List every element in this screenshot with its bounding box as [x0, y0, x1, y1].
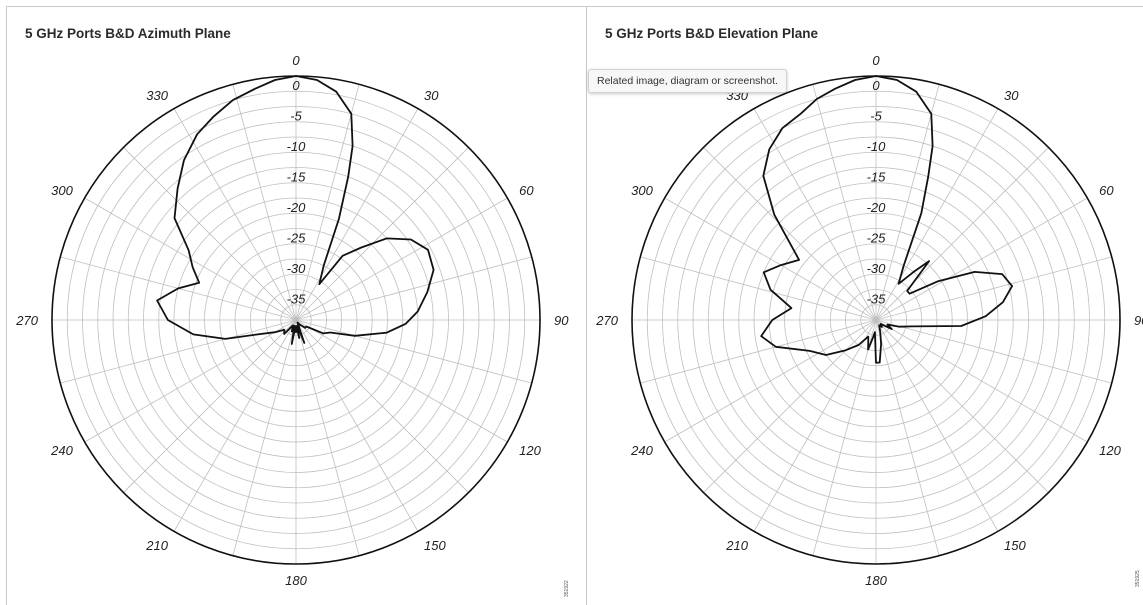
radiation-pattern-trace	[156, 75, 435, 345]
radial-tick-label: -5	[290, 109, 302, 124]
grid-spoke	[60, 319, 297, 384]
elevation-title: 5 GHz Ports B&D Elevation Plane	[605, 26, 819, 41]
angular-tick-label: 270	[595, 313, 618, 328]
azimuth-figure-id: 351922	[564, 580, 570, 597]
grid-spoke	[295, 84, 360, 321]
grid-spoke	[875, 108, 999, 321]
angular-tick-label: 330	[146, 88, 168, 103]
panel-divider	[586, 6, 587, 605]
figure-frame	[6, 6, 1143, 605]
radial-tick-label: 0	[292, 78, 300, 93]
elevation-panel: 5 GHz Ports B&D Elevation Plane 0 -5 -10 -1…	[587, 7, 1143, 605]
grid-spoke	[295, 319, 419, 532]
radial-tick-label: -35	[867, 292, 887, 307]
angular-tick-label: 60	[519, 183, 534, 198]
grid-spoke	[875, 197, 1088, 321]
grid-spoke	[875, 319, 999, 532]
angular-tick-label: 300	[51, 183, 73, 198]
grid-spoke	[295, 256, 532, 321]
grid-spoke	[640, 319, 877, 384]
angular-tick-label: 0	[872, 53, 880, 68]
grid-spoke	[84, 319, 297, 443]
radial-tick-label: -5	[870, 109, 882, 124]
radial-tick-label: -35	[287, 292, 307, 307]
angular-tick-label: 150	[424, 538, 446, 553]
grid-spoke	[703, 319, 877, 493]
grid-spoke	[295, 319, 469, 493]
grid-spoke	[295, 319, 532, 384]
angular-tick-label: 270	[15, 313, 38, 328]
angular-tick-label: 150	[1004, 538, 1026, 553]
radial-tick-label: -30	[867, 261, 887, 276]
grid-spoke	[123, 319, 297, 493]
angular-tick-label: 90	[554, 313, 569, 328]
radial-tick-label: -25	[867, 231, 887, 246]
angular-tick-label: 120	[1099, 443, 1121, 458]
angular-tick-label: 120	[519, 443, 541, 458]
grid-spoke	[753, 108, 877, 321]
radial-tick-label: -20	[287, 200, 307, 215]
radiation-pattern-trace	[760, 75, 1013, 364]
grid-spoke	[875, 84, 940, 321]
angular-tick-label: 0	[292, 53, 300, 68]
grid-spoke	[812, 84, 877, 321]
grid-spoke	[173, 319, 297, 532]
grid-spoke	[703, 147, 877, 321]
angular-tick-label: 180	[865, 573, 887, 588]
azimuth-title: 5 GHz Ports B&D Azimuth Plane	[25, 26, 231, 41]
azimuth-polar-plot: 0 -5 -10 -15 -20 -25 -30 -35 0 30 60 90 120 150 180 210…	[15, 53, 569, 588]
grid-spoke	[664, 319, 877, 443]
grid-spoke	[812, 319, 877, 556]
image-tooltip: Related image, diagram or screenshot.	[588, 69, 787, 93]
radial-tick-label: -10	[287, 139, 307, 154]
elevation-polar-plot: 0 -5 -10 -15 -20 -25 -30 -35 0 30 60 90 120 150 180 210…	[595, 53, 1143, 588]
grid-spoke	[295, 319, 360, 556]
angular-tick-label: 210	[145, 538, 168, 553]
azimuth-panel: 5 GHz Ports B&D Azimuth Plane 0 -5 -10 -15 -…	[7, 7, 586, 605]
radial-tick-label: -15	[287, 170, 307, 185]
grid-spoke	[123, 147, 297, 321]
grid-spoke	[875, 147, 1049, 321]
grid-spoke	[875, 319, 1049, 493]
grid-spoke	[640, 256, 877, 321]
grid-spoke	[875, 319, 1112, 384]
grid-spoke	[295, 197, 508, 321]
radial-tick-label: -10	[867, 139, 887, 154]
grid-spoke	[295, 319, 508, 443]
grid-spoke	[753, 319, 877, 532]
grid-spoke	[232, 319, 297, 556]
angular-tick-label: 180	[285, 573, 307, 588]
angular-tick-label: 60	[1099, 183, 1114, 198]
radial-tick-label: -15	[867, 170, 887, 185]
grid-spoke	[295, 147, 469, 321]
grid-spoke	[295, 108, 419, 321]
grid-spoke	[232, 84, 297, 321]
radial-tick-label: -20	[867, 200, 887, 215]
angular-tick-label: 300	[631, 183, 653, 198]
grid-spoke	[173, 108, 297, 321]
angular-tick-label: 30	[1004, 88, 1019, 103]
angular-tick-label: 240	[630, 443, 653, 458]
grid-spoke	[875, 319, 1088, 443]
grid-spoke	[664, 197, 877, 321]
angular-tick-label: 90	[1134, 313, 1143, 328]
grid-spoke	[875, 319, 940, 556]
elevation-figure-id: 351925	[1135, 570, 1141, 587]
angular-tick-label: 240	[50, 443, 73, 458]
radial-tick-label: -25	[287, 231, 307, 246]
angular-tick-label: 30	[424, 88, 439, 103]
angular-tick-label: 210	[725, 538, 748, 553]
radial-tick-label: 0	[872, 78, 880, 93]
grid-spoke	[875, 256, 1112, 321]
radial-tick-label: -30	[287, 261, 307, 276]
